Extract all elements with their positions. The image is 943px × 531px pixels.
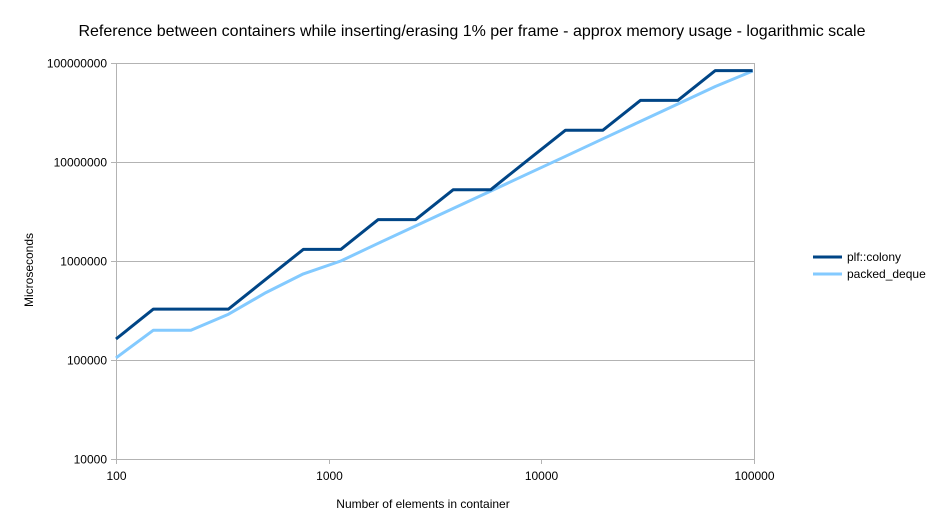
y-axis-label: Microseconds [22,233,36,307]
y-tick-label: 10000 [74,453,108,467]
grid [111,63,754,460]
x-tick-label: 1000 [316,469,343,483]
series-lines [115,69,754,360]
x-tick-label: 100000 [734,469,774,483]
x-tick-label: 100 [106,469,126,483]
y-tick-label: 1000000 [60,255,107,269]
legend-label: packed_deque [847,267,926,281]
legend-label: plf::colony [847,250,901,264]
x-axis-label: Number of elements in container [336,497,509,511]
y-tick-label: 100000 [67,354,107,368]
series-line-plf-colony [115,69,753,341]
y-tick-label: 10000000 [54,156,108,170]
x-tick-label: 10000 [525,469,559,483]
chart-title: Reference between containers while inser… [78,23,865,40]
tick-labels: 10000 100000 1000000 10000000 100000000 100 10… [47,57,775,484]
axes [116,63,755,464]
series-line-packed-deque [115,69,754,360]
y-tick-label: 100000000 [47,57,107,71]
